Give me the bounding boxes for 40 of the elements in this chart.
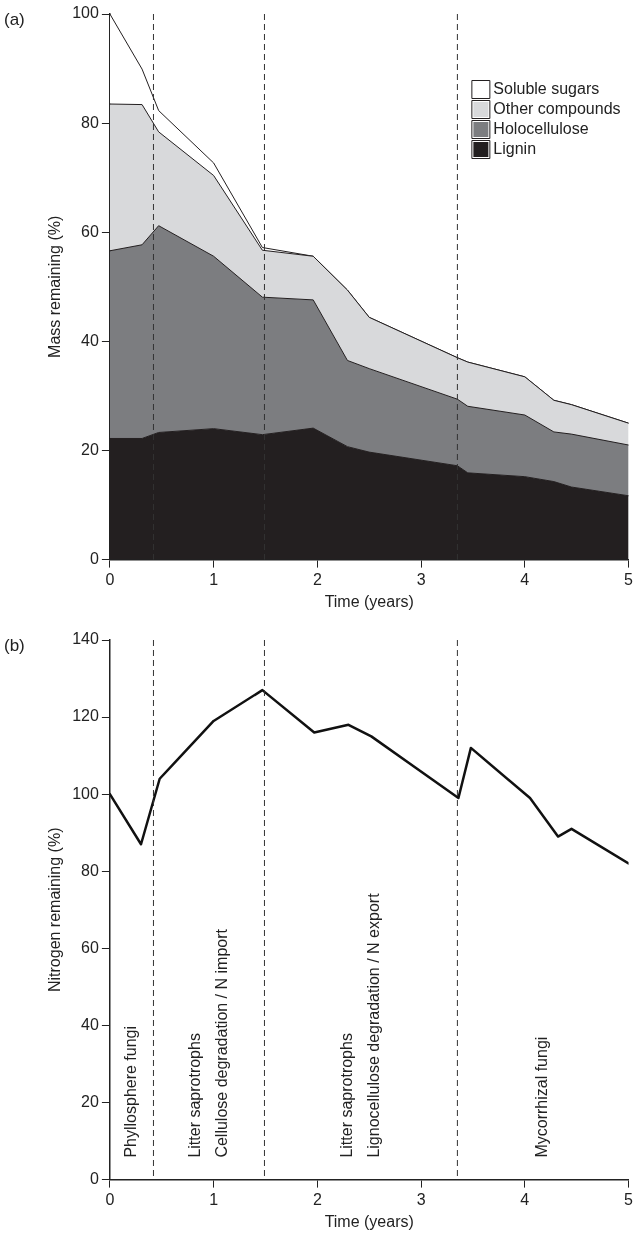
x-tick-label: 3 <box>416 570 426 588</box>
y-tick-label: 40 <box>81 331 99 349</box>
x-tick-label: 4 <box>520 1190 530 1208</box>
x-tick-label: 2 <box>312 570 322 588</box>
y-axis-title: Mass remaining (%) <box>46 215 64 358</box>
x-tick-label: 0 <box>105 570 115 588</box>
y-tick-label: 100 <box>72 784 99 802</box>
annotation: Litter saprotrophs Lignocellulose degradation / N export <box>337 892 382 1158</box>
annotation: Mycorrhizal fungi <box>533 1036 551 1158</box>
y-tick-label: 60 <box>81 222 99 240</box>
x-tick-label: 1 <box>209 1190 219 1208</box>
legend-label: Other compounds <box>493 100 621 118</box>
annotation: Litter saprotrophs Cellulose degradation / N import <box>185 928 230 1158</box>
x-tick-label: 5 <box>624 570 634 588</box>
y-tick-label: 80 <box>81 113 99 131</box>
x-tick-label: 0 <box>105 1190 115 1208</box>
chart-title: (b) <box>4 635 25 655</box>
y-tick-label: 20 <box>81 440 99 458</box>
y-tick-label: 0 <box>89 550 99 568</box>
x-tick-label: 5 <box>624 1190 634 1208</box>
x-axis-title: Time (years) <box>324 1212 414 1230</box>
y-tick-label: 60 <box>81 938 99 956</box>
y-tick-label: 0 <box>89 1170 99 1188</box>
x-tick-label: 4 <box>520 570 530 588</box>
annotation: Phyllosphere fungi <box>122 1025 140 1158</box>
y-tick-label: 20 <box>81 1092 99 1110</box>
x-tick-label: 1 <box>209 570 219 588</box>
chart-title: (a) <box>4 9 25 29</box>
y-tick-label: 80 <box>81 861 99 879</box>
legend-label: Lignin <box>493 140 537 158</box>
y-tick-label: 100 <box>72 4 99 22</box>
x-tick-label: 3 <box>416 1190 426 1208</box>
x-axis-title: Time (years) <box>324 592 414 610</box>
legend-label: Holocellulose <box>493 120 589 138</box>
legend-label: Soluble sugars <box>493 80 600 98</box>
y-axis-title: Nitrogen remaining (%) <box>46 827 64 993</box>
x-tick-label: 2 <box>312 1190 322 1208</box>
y-tick-label: 140 <box>72 630 99 648</box>
y-tick-label: 120 <box>72 707 99 725</box>
y-tick-label: 40 <box>81 1015 99 1033</box>
